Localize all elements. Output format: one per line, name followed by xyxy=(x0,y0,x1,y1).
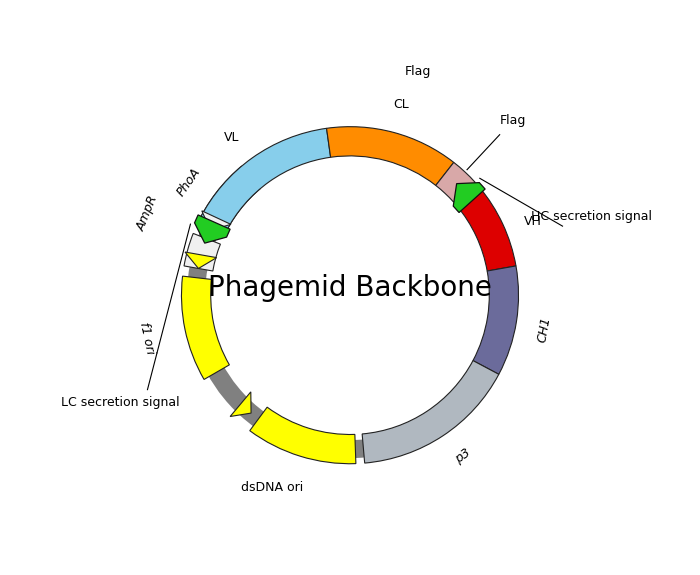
Text: p3: p3 xyxy=(453,447,473,466)
Text: PhoA: PhoA xyxy=(174,166,203,199)
Text: Phagemid Backbone: Phagemid Backbone xyxy=(208,274,492,301)
Polygon shape xyxy=(454,183,485,213)
Text: CL: CL xyxy=(393,98,409,112)
Text: dsDNA ori: dsDNA ori xyxy=(241,481,303,494)
Wedge shape xyxy=(181,276,230,380)
Text: AmpR: AmpR xyxy=(134,194,160,233)
Polygon shape xyxy=(195,215,230,243)
Text: VH: VH xyxy=(524,215,542,228)
Wedge shape xyxy=(184,233,220,271)
Polygon shape xyxy=(185,252,217,269)
Wedge shape xyxy=(199,128,330,232)
Text: Flag: Flag xyxy=(405,65,432,78)
Wedge shape xyxy=(197,166,260,236)
Polygon shape xyxy=(202,211,231,230)
Polygon shape xyxy=(230,392,251,416)
Text: f1 ori: f1 ori xyxy=(137,321,157,356)
Text: LC secretion signal: LC secretion signal xyxy=(60,396,179,409)
Text: CH1: CH1 xyxy=(536,316,553,343)
Text: VL: VL xyxy=(224,131,239,144)
Wedge shape xyxy=(473,266,519,374)
Wedge shape xyxy=(326,126,454,186)
Wedge shape xyxy=(250,407,356,463)
Wedge shape xyxy=(436,162,475,202)
Wedge shape xyxy=(362,361,499,463)
Text: Flag: Flag xyxy=(500,114,526,127)
Wedge shape xyxy=(456,187,516,271)
Text: HC secretion signal: HC secretion signal xyxy=(531,210,652,223)
